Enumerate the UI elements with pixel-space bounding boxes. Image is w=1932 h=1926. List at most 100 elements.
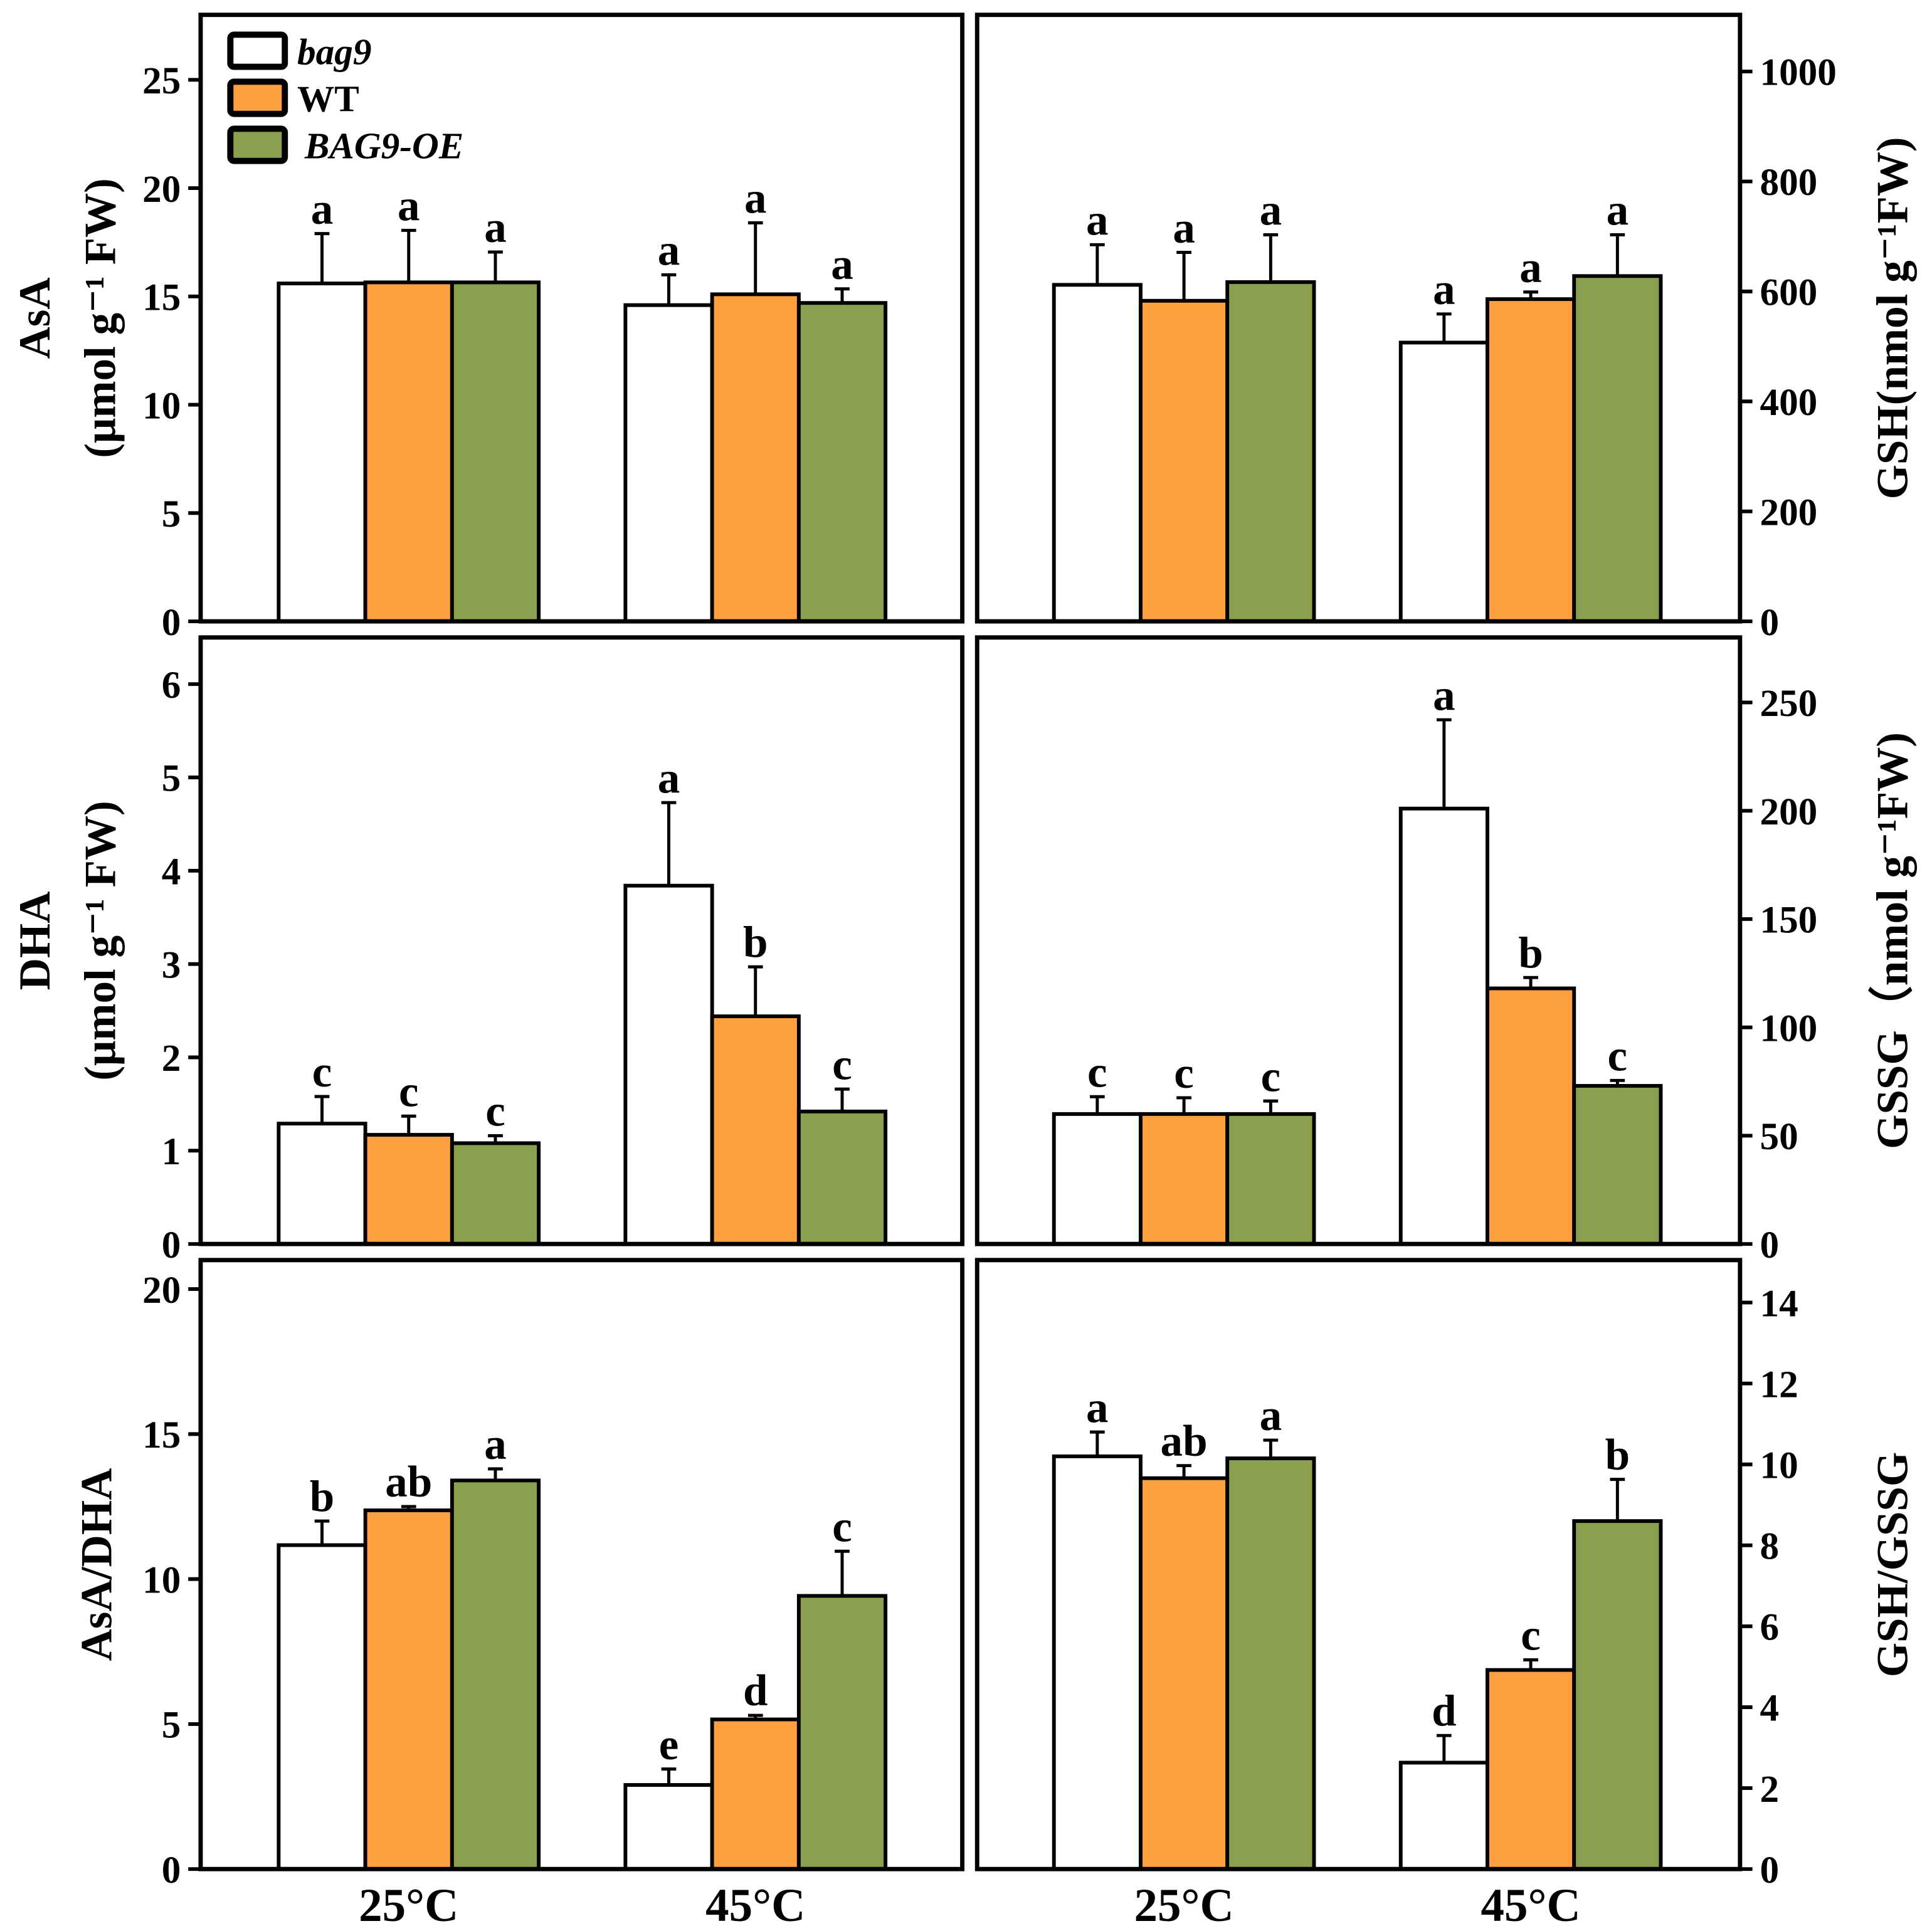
legend-swatch-bag9 — [227, 31, 288, 70]
y-axis-label: GSSG（nmol g⁻¹FW) — [1867, 732, 1917, 1149]
significance-letter: a — [658, 226, 680, 275]
significance-letter: c — [832, 1040, 852, 1089]
panel-gsh: a a a a a a 0 200 400 600 800 1000 GSH(nmol g⁻¹FW) — [974, 13, 1918, 644]
bar-bag9 — [277, 1543, 367, 1871]
bar-BAG9-OE — [796, 1109, 888, 1246]
bar-WT — [1139, 298, 1230, 624]
panel-frame — [198, 635, 965, 1246]
bar-WT — [363, 280, 454, 624]
bar-bag9 — [623, 883, 714, 1246]
bar-BAG9-OE — [1225, 1456, 1316, 1871]
bar-BAG9-OE — [450, 1478, 541, 1871]
y-tick-label: 200 — [1760, 491, 1817, 534]
y-tick-label: 14 — [1760, 1282, 1798, 1325]
panel-frame — [974, 13, 1743, 624]
bar-bag9 — [1398, 806, 1489, 1246]
y-tick-label: 1 — [162, 1130, 181, 1173]
bar-WT — [710, 1014, 801, 1246]
significance-letter: a — [1607, 186, 1629, 235]
bar-WT — [1486, 297, 1576, 624]
bar-bag9 — [623, 303, 714, 624]
significance-letter: b — [743, 918, 768, 967]
significance-letter: d — [743, 1666, 768, 1715]
y-tick-label: 200 — [1760, 791, 1817, 833]
y-tick-label: 0 — [1760, 601, 1779, 644]
bar-BAG9-OE — [796, 301, 888, 624]
y-tick-label: 5 — [162, 757, 181, 800]
y-tick-label: 15 — [142, 276, 181, 319]
significance-letter: c — [399, 1067, 419, 1116]
significance-letter: a — [1433, 265, 1455, 314]
bar-BAG9-OE — [1572, 274, 1663, 624]
significance-letter: a — [1519, 243, 1542, 292]
significance-letter: ab — [1161, 1417, 1208, 1466]
legend-label: bag9 — [297, 31, 371, 73]
significance-letter: ab — [385, 1458, 432, 1507]
bar-bag9 — [623, 1783, 714, 1871]
bar-bag9 — [277, 282, 367, 624]
bar-bag9 — [277, 1122, 367, 1246]
y-axis-label: AsA — [11, 277, 60, 359]
legend-label: BAG9-OE — [304, 125, 463, 167]
significance-letter: d — [1432, 1687, 1457, 1735]
panel-dha: c a c b c c 0 1 2 3 4 5 6 DHA (μmol g⁻¹ FW) — [11, 635, 965, 1266]
significance-letter: a — [1086, 1383, 1109, 1432]
y-tick-label: 0 — [1760, 1849, 1779, 1892]
y-tick-label: 10 — [142, 384, 181, 427]
x-tick-label: 25°C — [1134, 1880, 1233, 1926]
significance-letter: c — [1087, 1048, 1107, 1097]
significance-letter: a — [484, 1420, 507, 1469]
x-tick-label: 45°C — [705, 1880, 805, 1926]
significance-letter: a — [1260, 1391, 1282, 1440]
bar-BAG9-OE — [1572, 1083, 1663, 1246]
y-tick-label: 600 — [1760, 271, 1817, 314]
bar-WT — [1139, 1112, 1230, 1246]
legend-swatch-BAG9-OE — [227, 125, 288, 164]
y-tick-label: 15 — [142, 1414, 181, 1456]
panel-gssg: c a c b c c 0 50 100 150 200 250 GSSG（nmol g⁻¹FW) — [974, 635, 1918, 1266]
y-axis-label: (μmol g⁻¹ FW) — [77, 178, 125, 458]
legend: bag9 WT BAG9-OE — [227, 31, 463, 167]
y-tick-label: 250 — [1760, 682, 1817, 725]
y-tick-label: 0 — [162, 601, 181, 644]
bar-WT — [1139, 1476, 1230, 1871]
bar-WT — [710, 1717, 801, 1871]
bar-BAG9-OE — [796, 1594, 888, 1871]
significance-letter: b — [1518, 929, 1543, 977]
bar-bag9 — [1052, 283, 1143, 624]
y-tick-label: 2 — [1760, 1768, 1779, 1811]
panel-asa: a a a a a a 0 5 10 15 20 25 AsA (μmol g⁻¹ FW) — [11, 13, 965, 644]
bar-WT — [363, 1133, 454, 1246]
bar-BAG9-OE — [1572, 1519, 1663, 1871]
y-tick-label: 0 — [162, 1849, 181, 1892]
significance-letter: c — [1174, 1049, 1194, 1098]
y-tick-label: 5 — [162, 1704, 181, 1747]
significance-letter: c — [312, 1048, 332, 1097]
bar-WT — [1486, 986, 1576, 1246]
bar-bag9 — [1398, 1760, 1489, 1871]
significance-letter: c — [1608, 1032, 1628, 1081]
x-tick-label: 45°C — [1481, 1880, 1580, 1926]
y-tick-label: 0 — [162, 1224, 181, 1266]
y-tick-label: 1000 — [1760, 51, 1836, 94]
significance-letter: a — [1173, 204, 1195, 253]
bar-WT — [710, 292, 801, 624]
y-tick-label: 2 — [162, 1037, 181, 1080]
legend-swatch-WT — [227, 78, 288, 117]
y-tick-label: 5 — [162, 493, 181, 535]
significance-letter: a — [831, 240, 853, 289]
bar-BAG9-OE — [1225, 1112, 1316, 1246]
y-tick-label: 20 — [142, 1269, 181, 1312]
panel-frame — [974, 1258, 1743, 1871]
significance-letter: c — [1521, 1611, 1541, 1660]
y-tick-label: 3 — [162, 944, 181, 986]
y-axis-label: GSH(nmol g⁻¹FW) — [1868, 137, 1917, 499]
y-tick-label: 150 — [1760, 899, 1817, 942]
bar-BAG9-OE — [1225, 280, 1316, 624]
panel-frame — [198, 1258, 965, 1871]
bar-WT — [363, 1508, 454, 1871]
significance-letter: c — [1261, 1052, 1281, 1101]
y-tick-label: 10 — [1760, 1444, 1798, 1487]
y-tick-label: 25 — [142, 60, 181, 102]
